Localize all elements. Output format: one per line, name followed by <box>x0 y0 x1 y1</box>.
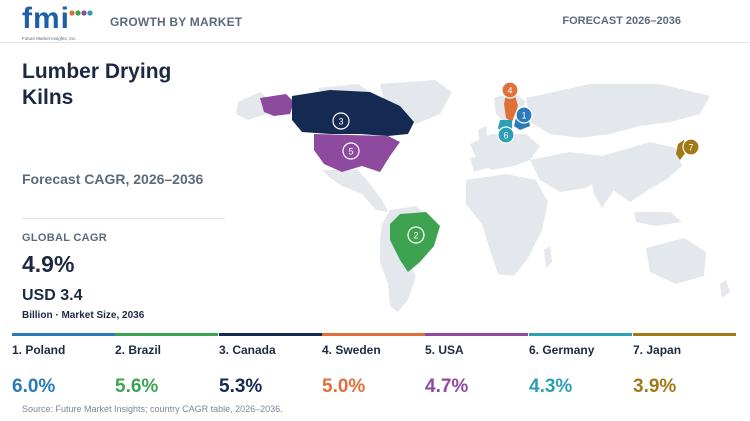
country-card-canada[interactable]: 3. Canada 5.3% <box>219 333 322 403</box>
marker-7-japan[interactable]: 7 <box>682 138 700 156</box>
country-card-poland[interactable]: 1. Poland 6.0% <box>12 333 115 403</box>
country-cagr: 4.3% <box>529 376 573 397</box>
marker-1-poland[interactable]: 1 <box>515 106 533 124</box>
divider <box>22 218 225 219</box>
fmi-logo[interactable]: fmi Future Market Insights, Inc. <box>22 2 93 44</box>
country-color-bar <box>529 333 632 336</box>
svg-text:5: 5 <box>348 147 353 157</box>
country-name: 6. Germany <box>529 343 595 357</box>
logo-text: fmi <box>22 2 70 35</box>
header-bar: fmi Future Market Insights, Inc. GROWTH … <box>0 0 750 43</box>
marker-5-usa[interactable]: 5 <box>342 142 360 160</box>
country-cagr: 4.7% <box>425 376 469 397</box>
country-cagr: 6.0% <box>12 376 56 397</box>
forecast-cagr-label: Forecast CAGR, 2026–2036 <box>22 171 204 187</box>
marker-6-germany[interactable]: 6 <box>497 126 515 144</box>
market-size-value: USD 3.4 <box>22 287 83 304</box>
country-name: 1. Poland <box>12 343 66 357</box>
country-card-usa[interactable]: 5. USA 4.7% <box>425 333 528 403</box>
global-cagr-value: 4.9% <box>22 251 75 277</box>
marker-4-sweden[interactable]: 4 <box>501 81 519 99</box>
svg-text:1: 1 <box>521 111 526 121</box>
svg-text:6: 6 <box>503 131 508 141</box>
country-cagr-row: 1. Poland 6.0% 2. Brazil 5.6% 3. Canada … <box>0 333 750 403</box>
svg-text:3: 3 <box>338 117 343 127</box>
logo-subtitle: Future Market Insights, Inc. <box>22 36 77 41</box>
svg-text:7: 7 <box>688 143 693 153</box>
marker-2-brazil[interactable]: 2 <box>407 226 425 244</box>
country-card-germany[interactable]: 6. Germany 4.3% <box>529 333 632 403</box>
global-cagr-label: GLOBAL CAGR <box>22 232 107 244</box>
forecast-period-label: FORECAST 2026–2036 <box>562 15 681 27</box>
country-color-bar <box>12 333 115 336</box>
country-name: 4. Sweden <box>322 343 381 357</box>
country-color-bar <box>633 333 736 336</box>
country-cagr: 5.3% <box>219 376 263 397</box>
page-title: Lumber Drying Kilns <box>22 60 172 109</box>
country-color-bar <box>115 333 218 336</box>
marker-3-canada[interactable]: 3 <box>332 112 350 130</box>
country-cagr: 5.0% <box>322 376 366 397</box>
svg-text:4: 4 <box>507 86 512 96</box>
country-name: 5. USA <box>425 343 464 357</box>
country-name: 2. Brazil <box>115 343 162 357</box>
logo-dots-icon <box>69 10 93 16</box>
source-note: Source: Future Market Insights; country … <box>22 404 283 414</box>
country-card-sweden[interactable]: 4. Sweden 5.0% <box>322 333 425 403</box>
country-name: 3. Canada <box>219 343 276 357</box>
country-name: 7. Japan <box>633 343 682 357</box>
country-cagr: 5.6% <box>115 376 159 397</box>
country-cagr: 3.9% <box>633 376 677 397</box>
country-color-bar <box>425 333 528 336</box>
market-size-unit: Billion · Market Size, 2036 <box>22 310 145 321</box>
world-map: 1 2 3 4 5 6 7 <box>236 80 730 312</box>
country-card-brazil[interactable]: 2. Brazil 5.6% <box>115 333 218 403</box>
country-color-bar <box>322 333 425 336</box>
country-color-bar <box>219 333 322 336</box>
country-card-japan[interactable]: 7. Japan 3.9% <box>633 333 736 403</box>
growth-by-market-label: GROWTH BY MARKET <box>110 15 243 29</box>
svg-text:2: 2 <box>413 231 418 241</box>
land-masses <box>236 80 730 312</box>
